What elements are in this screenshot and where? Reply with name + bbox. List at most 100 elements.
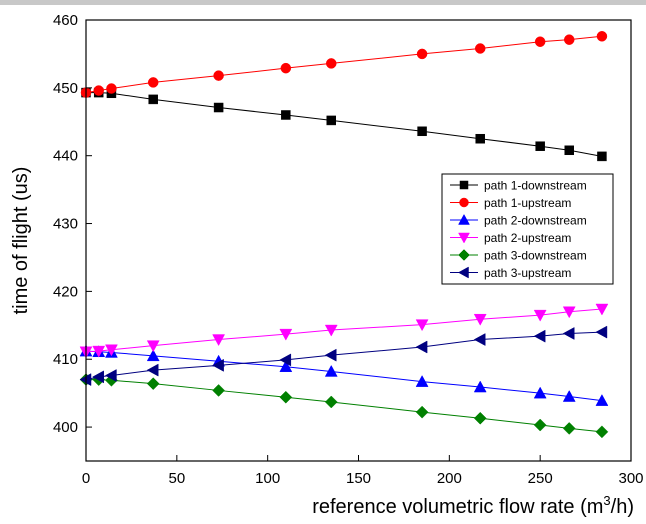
data-point: [533, 329, 546, 343]
legend-label: path 2-downstream: [484, 214, 587, 228]
data-point: [104, 369, 117, 382]
data-point: [475, 133, 485, 144]
data-point: [105, 344, 118, 357]
data-point: [562, 327, 575, 340]
data-point: [473, 411, 487, 425]
series-path-2-upstream: [79, 303, 609, 359]
legend-label: path 1-upstream: [484, 196, 571, 210]
data-point: [146, 363, 159, 377]
data-point: [279, 328, 293, 341]
legend-item: path 1-downstream: [450, 179, 587, 193]
y-axis-title: time of flight (us): [10, 167, 32, 315]
data-point: [562, 422, 576, 435]
data-point: [146, 377, 160, 391]
x-tick-label: 300: [618, 470, 643, 487]
y-tick-label: 420: [53, 283, 78, 300]
data-point: [146, 340, 160, 353]
x-tick-label: 250: [528, 470, 553, 487]
data-point: [326, 58, 337, 69]
data-point: [93, 85, 104, 96]
data-point: [415, 375, 429, 387]
data-point: [417, 126, 427, 137]
data-point: [416, 48, 428, 60]
data-point: [415, 319, 429, 332]
data-point: [147, 77, 159, 88]
series-layer: [79, 31, 609, 439]
data-point: [212, 358, 224, 372]
y-tick-label: 410: [53, 351, 78, 368]
legend-box: [441, 173, 614, 285]
top-strip: [0, 0, 646, 5]
data-point: [474, 43, 486, 54]
data-point: [324, 324, 338, 337]
data-point: [473, 380, 487, 393]
series-line: [85, 350, 602, 402]
data-point: [533, 418, 547, 432]
data-point: [564, 145, 574, 156]
data-point: [473, 333, 486, 346]
legend-marker: [458, 232, 470, 244]
legend-label: path 1-downstream: [484, 179, 587, 193]
series-line: [85, 35, 602, 94]
x-tick-label: 100: [255, 470, 280, 487]
data-point: [595, 303, 609, 316]
legend-item: path 2-upstream: [450, 231, 571, 245]
legend-label: path 3-downstream: [484, 249, 587, 263]
data-point: [534, 36, 546, 47]
series-line: [86, 92, 603, 157]
data-point: [324, 395, 338, 409]
y-tick-label: 450: [53, 80, 78, 97]
data-point: [281, 110, 291, 120]
legend-marker: [458, 213, 470, 225]
legend-item: path 2-downstream: [450, 214, 587, 228]
legend: path 1-downstream path 1-upstream path 2-d…: [441, 173, 614, 285]
legend-marker: [459, 180, 469, 190]
legend-marker: [459, 197, 469, 208]
data-point: [562, 306, 576, 319]
data-point: [92, 345, 106, 358]
data-point: [212, 334, 226, 347]
data-point: [92, 370, 104, 384]
data-point: [326, 115, 336, 126]
data-point: [415, 340, 428, 354]
x-tick-label: 200: [437, 470, 462, 487]
data-point: [213, 70, 224, 81]
y-tick-label: 430: [53, 216, 78, 233]
data-point: [535, 141, 545, 151]
y-tick-label: 400: [53, 419, 78, 436]
data-point: [595, 394, 609, 406]
data-point: [324, 348, 337, 362]
series-path-1-upstream: [80, 31, 608, 98]
data-point: [279, 353, 292, 367]
data-point: [280, 62, 292, 74]
x-axis-title: reference volumetric flow rate (m3/h): [312, 493, 634, 518]
data-point: [324, 364, 338, 377]
data-point: [533, 309, 547, 322]
legend-marker: [458, 249, 470, 261]
data-point: [279, 390, 293, 404]
legend-item: path 3-downstream: [450, 249, 587, 263]
series-path-3-downstream: [79, 373, 609, 439]
legend-item: path 1-upstream: [450, 196, 571, 210]
legend-label: path 3-upstream: [484, 266, 571, 280]
data-point: [415, 405, 429, 419]
data-point: [212, 384, 225, 397]
data-point: [279, 360, 293, 372]
series-line: [86, 379, 602, 433]
legend-marker: [457, 266, 469, 279]
x-tick-label: 50: [168, 470, 185, 487]
y-tick-label: 440: [53, 148, 78, 165]
data-point: [563, 34, 575, 45]
x-tick-label: 150: [346, 470, 371, 487]
data-point: [148, 94, 158, 105]
data-point: [597, 151, 607, 162]
data-point: [473, 313, 487, 326]
legend-label: path 2-upstream: [484, 231, 571, 245]
series-path-1-downstream: [81, 87, 607, 162]
data-point: [595, 425, 609, 439]
ticks-layer: 0 50 100 150 200 250 300 400 410 420 430 440 450 460: [53, 12, 644, 487]
data-point: [562, 390, 576, 402]
y-tick-label: 460: [53, 12, 78, 29]
data-point: [213, 102, 224, 113]
